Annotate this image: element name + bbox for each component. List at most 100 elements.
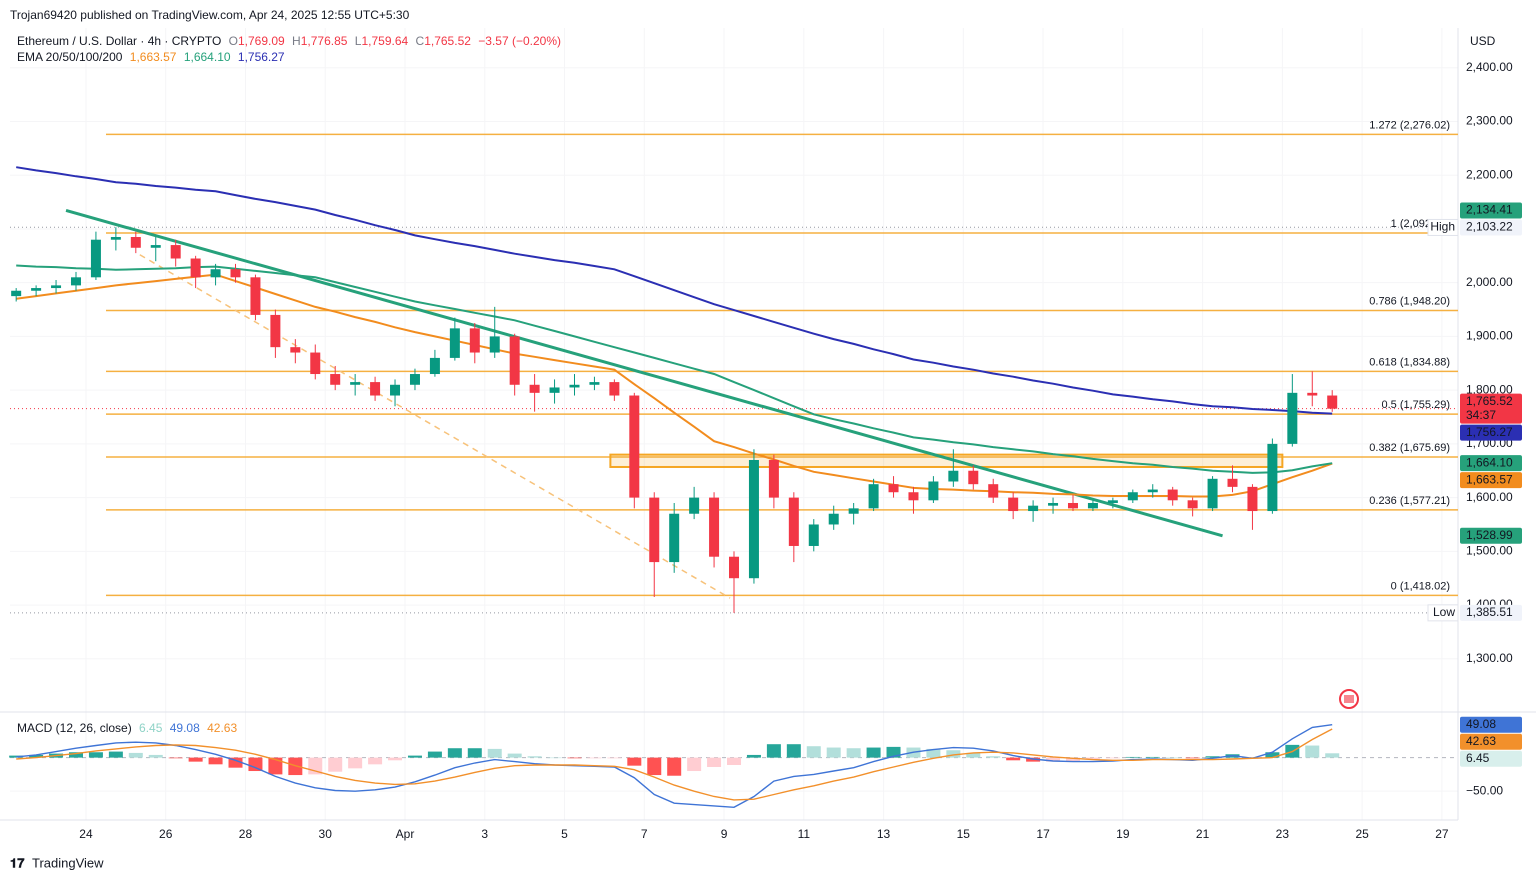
- y-tick-label: 2,300.00: [1466, 114, 1513, 128]
- candle-body: [90, 239, 101, 278]
- candle-body: [409, 374, 420, 385]
- ohlc-key: H: [292, 34, 301, 48]
- candle-body: [31, 288, 42, 291]
- candle-body: [390, 384, 401, 396]
- y-tick-label: 1,300.00: [1466, 651, 1513, 665]
- macd-histogram-bar: [507, 753, 522, 758]
- candle-body: [150, 245, 161, 248]
- signal-value: 42.63: [207, 721, 237, 735]
- fib-label: 0.236 (1,577.21): [1369, 495, 1450, 507]
- x-tick-label: 5: [561, 827, 568, 841]
- marker-text: High: [1430, 220, 1455, 234]
- candle-body: [170, 245, 181, 259]
- ohlc-value: 1,776.85: [301, 34, 348, 48]
- candle-body: [1167, 489, 1178, 501]
- macd-histogram-bar: [108, 751, 123, 758]
- y-tick-label: 1,500.00: [1466, 544, 1513, 558]
- macd-histogram-bar: [1305, 745, 1320, 758]
- candle-body: [350, 382, 361, 385]
- candle-body: [908, 492, 919, 501]
- candle-body: [70, 277, 81, 286]
- candle-body: [549, 387, 560, 393]
- marker-text: Low: [1433, 605, 1455, 619]
- x-tick-label: 9: [721, 827, 728, 841]
- macd-histogram-bar: [348, 757, 363, 769]
- candle-body: [370, 382, 381, 396]
- macd-histogram-bar: [607, 757, 622, 759]
- macd-histogram-bar: [886, 746, 901, 758]
- axis-badge: [1460, 455, 1522, 472]
- macd-histogram-bar: [1165, 757, 1180, 759]
- x-tick-label: 21: [1196, 827, 1210, 841]
- fib-label: 1.272 (2,276.02): [1369, 119, 1450, 131]
- macd-histogram-bar: [547, 757, 562, 759]
- macd-histogram-bar: [447, 748, 462, 758]
- macd-histogram-bar: [647, 757, 662, 776]
- y-tick-label: 1,800.00: [1466, 382, 1513, 396]
- axis-badge-label: 34:37: [1466, 408, 1496, 422]
- candle-body: [1028, 505, 1039, 512]
- candle-body: [230, 269, 241, 278]
- flag-body: [1344, 695, 1354, 703]
- brand-name: TradingView: [32, 855, 104, 870]
- candle-body: [210, 269, 221, 278]
- macd-histogram-bar: [727, 757, 742, 765]
- marker-tag: [1427, 218, 1459, 236]
- macd-histogram-bar: [866, 747, 881, 758]
- candle-body: [130, 237, 141, 248]
- macd-histogram-bar: [587, 757, 602, 759]
- candle-body: [768, 460, 779, 498]
- projection-line: [139, 254, 731, 599]
- y-tick-label: 2,400.00: [1466, 60, 1513, 74]
- candle-body: [1048, 502, 1059, 506]
- candle-body: [629, 395, 640, 498]
- signal-line: [16, 728, 1333, 801]
- indicator-title: EMA 20/50/100/200: [17, 50, 123, 64]
- candle-body: [569, 384, 580, 388]
- macd-histogram-bar: [1185, 757, 1200, 759]
- candle-body: [729, 556, 740, 579]
- macd-histogram-bar: [1046, 757, 1061, 762]
- macd-histogram-bar: [1105, 757, 1120, 759]
- axis-badge-label: 1,528.99: [1466, 528, 1513, 542]
- candle-body: [1127, 492, 1138, 501]
- candle-body: [848, 508, 859, 514]
- macd-histogram-bar: [148, 754, 163, 758]
- macd-histogram-bar: [786, 744, 801, 758]
- candle-body: [51, 285, 62, 289]
- candle-body: [928, 481, 939, 501]
- candle-body: [429, 357, 440, 375]
- candle-body: [190, 258, 201, 278]
- candle-body: [310, 352, 321, 375]
- macd-histogram-bar: [846, 748, 861, 758]
- labels: 1,300.001,400.001,500.001,600.001,700.00…: [79, 60, 1522, 841]
- axis-badge: [1460, 750, 1522, 767]
- ohlc-value: 1,765.52: [424, 34, 471, 48]
- macd-histogram-bar: [667, 757, 682, 776]
- axis-badge: [1460, 716, 1522, 733]
- macd-histogram-bar: [388, 757, 403, 761]
- brand-logo: 𝟏𝟕 TradingView: [10, 855, 104, 870]
- macd-histogram-bar: [368, 757, 383, 765]
- macd-histogram-bar: [1325, 753, 1340, 758]
- macd-histogram-bar: [407, 755, 422, 758]
- ema-value: 1,663.57: [130, 50, 177, 64]
- candle-body: [808, 524, 819, 546]
- x-tick-label: 13: [877, 827, 891, 841]
- axis-badge-label: 2,103.22: [1466, 220, 1513, 234]
- candle-body: [1287, 392, 1298, 444]
- ema-value: 1,756.27: [238, 50, 285, 64]
- y-tick-label: −50.00: [1466, 783, 1503, 797]
- candle-body: [649, 497, 660, 563]
- x-tick-label: 17: [1036, 827, 1050, 841]
- macd-histogram-bar: [926, 748, 941, 758]
- macd-histogram-bar: [966, 752, 981, 758]
- macd-histogram-bar: [228, 757, 243, 768]
- candle-body: [11, 290, 22, 297]
- brand-mark: 𝟏𝟕: [10, 855, 25, 870]
- fib-label: 0.5 (1,755.29): [1382, 399, 1451, 411]
- macd-histogram-bar: [467, 748, 482, 758]
- axis-badge-label: 42.63: [1466, 734, 1496, 748]
- x-tick-label: 11: [798, 827, 811, 841]
